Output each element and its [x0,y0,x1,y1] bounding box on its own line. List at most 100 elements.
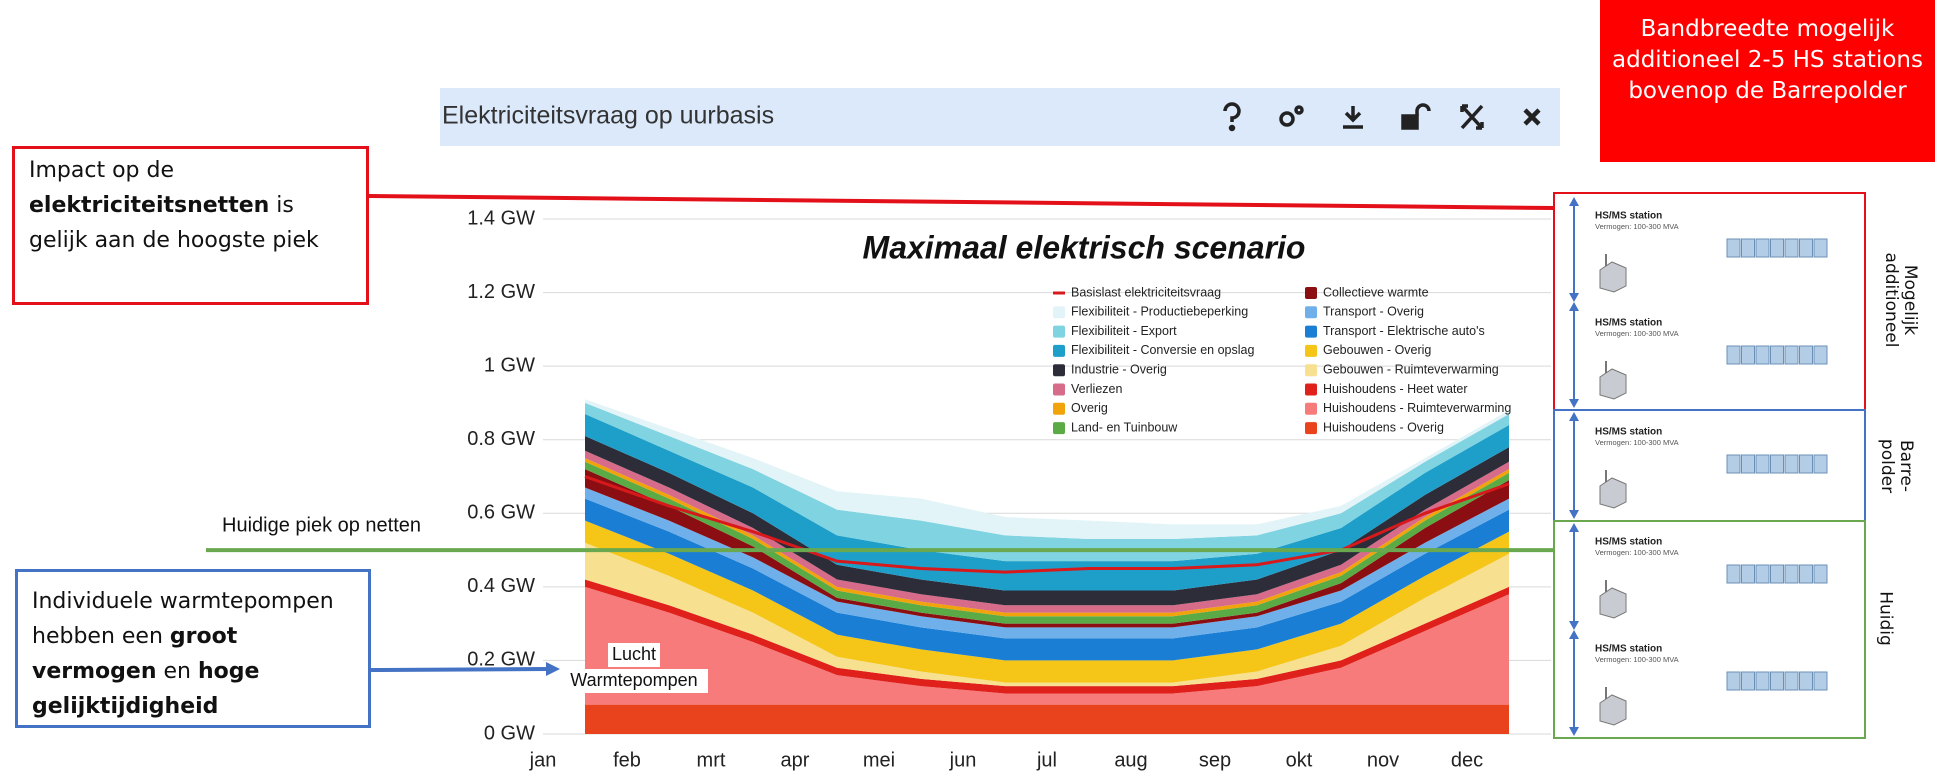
station-bay [1799,564,1813,584]
station-bay [1813,238,1828,258]
station-bay [1799,238,1813,258]
legend-marker [1305,306,1317,319]
y-tick-label: 0 GW [484,722,535,744]
station-bay [1741,238,1755,258]
station-bay [1784,238,1799,258]
station-bay [1741,454,1755,474]
side-label: Huidig [1875,559,1896,679]
area [585,458,1509,617]
y-tick-label: 0.2 GW [467,649,535,671]
legend-marker [1053,364,1065,377]
side-label-line: Huidig [1875,591,1896,646]
area [585,704,1509,734]
label-bg [608,643,660,667]
legend-marker [1305,287,1317,299]
panel-title: Elektriciteitsvraag op uurbasis [442,102,774,130]
impact-note: Impact op de elektriciteitsnetten is gel… [12,146,369,305]
station-bay [1726,671,1741,691]
station-bay [1784,345,1799,365]
station-bay [1813,345,1828,365]
station-bay [1784,454,1799,474]
x-tick-label: mei [863,749,895,771]
settings-icon[interactable] [1279,111,1295,127]
x-tick-label: nov [1367,749,1399,771]
area [585,586,1509,705]
legend-marker [1305,364,1317,377]
legend-marker [1053,402,1065,415]
lock-icon[interactable] [1401,114,1419,130]
station-bay [1799,345,1813,365]
legend-marker [1053,325,1065,338]
note-text: hoge gelijktijdigheid [32,659,260,719]
legend-marker [1305,383,1317,396]
legend-marker [1053,422,1065,435]
heatpump-note: Individuele warmtepompen hebben een groo… [15,569,371,728]
legend-label: Overig [1071,401,1108,415]
legend-marker [1053,344,1065,357]
note-text: groot vermogen [32,624,238,684]
area [585,413,1509,591]
impact-line [368,194,1555,210]
station-bay [1755,238,1770,258]
station-bay [1755,564,1770,584]
station-building [1599,261,1627,293]
legend-marker [1305,422,1317,435]
side-label-line: Mogelijk [1900,264,1920,336]
area [585,436,1509,606]
y-tick-label: 0.8 GW [467,428,535,450]
station-bay [1799,454,1813,474]
download-icon[interactable] [1343,106,1363,129]
x-tick-label: dec [1451,749,1483,771]
panel-header [440,88,1560,146]
station-bay [1726,238,1741,258]
legend-label: Flexibiliteit - Export [1071,324,1177,338]
station-bay [1755,454,1770,474]
area [585,579,1509,694]
area [585,399,1509,540]
station-bay [1799,671,1813,691]
legend-label: Flexibiliteit - Productiebeperking [1071,305,1248,319]
legend-label: Flexibiliteit - Conversie en opslag [1071,343,1254,357]
legend-label: Basislast elektriciteitsvraag [1071,285,1221,299]
area [585,461,1509,624]
help-icon[interactable] [1223,102,1241,122]
legend-marker [1053,383,1065,396]
station-title: HS/MS station [1595,318,1662,329]
heatpump-label: Warmtepompen [570,670,697,690]
y-tick-label: 1.2 GW [467,281,535,303]
x-tick-label: sep [1199,749,1231,771]
area [585,402,1509,562]
header-icons[interactable] [1223,102,1541,132]
station-title: HS/MS station [1595,537,1662,548]
station-bay [1741,564,1755,584]
close-icon[interactable] [1523,108,1541,126]
station-building [1599,368,1627,400]
legend-marker [1305,344,1317,357]
bandwidth-note: Bandbreedte mogelijk additioneel 2-5 HS … [1600,0,1935,162]
station-subtitle: Vermogen: 100-300 MVA [1595,548,1679,557]
heatpump-label: Lucht [612,644,656,664]
fullscreen-icon[interactable] [1460,104,1484,130]
station-bay [1741,671,1755,691]
station-title: HS/MS station [1595,211,1662,222]
note-text: is gelijk aan de hoogste piek [29,193,319,253]
legend-label: Land- en Tuinbouw [1071,420,1178,434]
x-tick-label: aug [1114,749,1147,771]
note-text: Individuele warmtepompen hebben een [32,589,334,649]
side-label-line: additioneel [1881,252,1901,348]
area [585,520,1509,683]
legend-label: Huishoudens - Ruimteverwarming [1323,401,1511,415]
legend-label: Huishoudens - Heet water [1323,382,1468,396]
side-label-line: polder [1877,438,1897,494]
x-tick-label: mrt [697,749,726,771]
legend-label: Verliezen [1071,382,1122,396]
station-bay [1784,564,1799,584]
area [585,487,1509,639]
area [585,450,1509,613]
legend-label: Transport - Elektrische auto's [1323,324,1485,338]
station-subtitle: Vermogen: 100-300 MVA [1595,222,1679,231]
y-tick-label: 1.4 GW [467,207,535,229]
y-tick-label: 1 GW [484,354,535,376]
